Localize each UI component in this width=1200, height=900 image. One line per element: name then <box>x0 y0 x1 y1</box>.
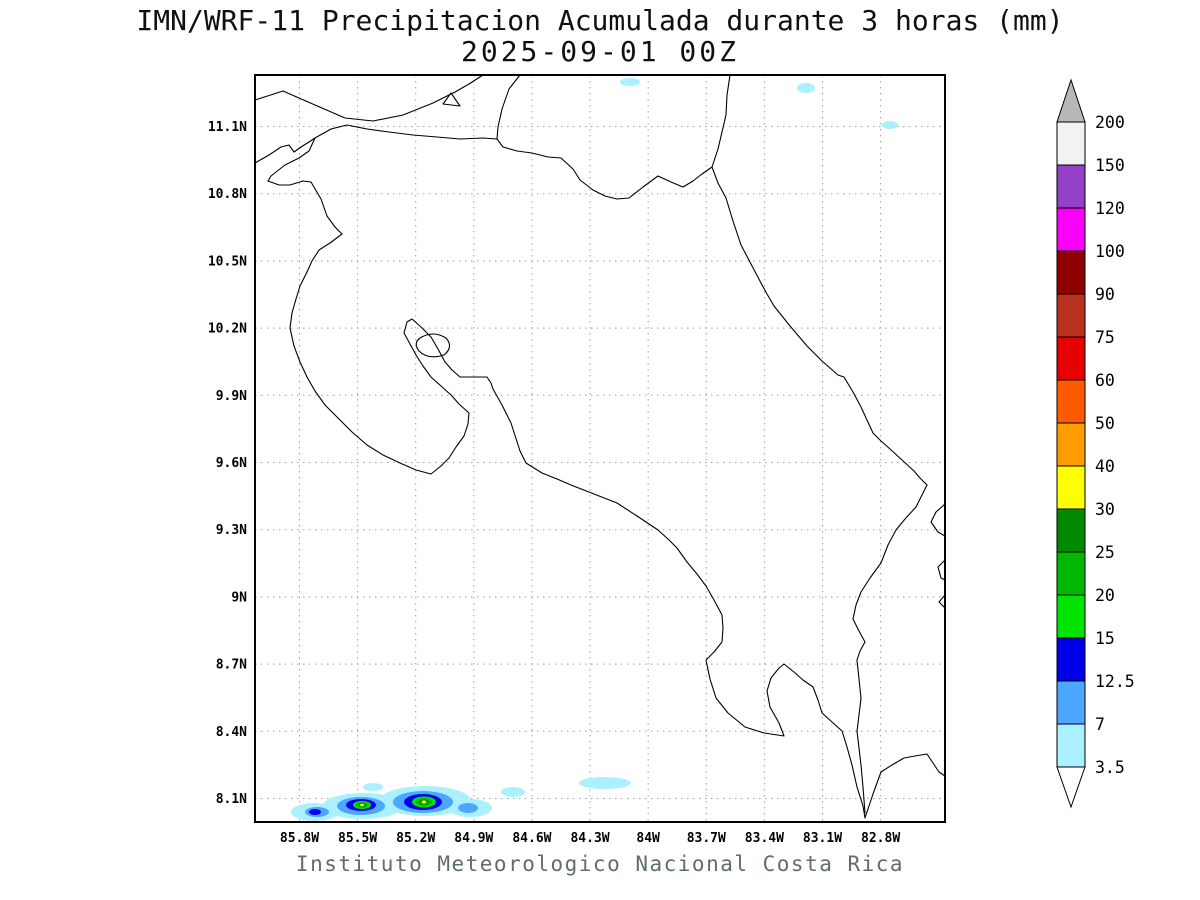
colorbar-level-label: 12.5 <box>1095 672 1135 691</box>
longitude-tick-label: 83.1W <box>803 831 842 846</box>
latitude-tick-label: 9.3N <box>216 523 247 538</box>
latitude-tick-label: 8.1N <box>216 792 247 807</box>
border-panama <box>852 484 928 814</box>
latitude-tick-label: 10.8N <box>208 187 247 202</box>
latitude-tick-label: 10.5N <box>208 254 247 269</box>
longitude-tick-label: 83.7W <box>687 831 726 846</box>
institution-caption: Instituto Meteorologico Nacional Costa R… <box>295 852 905 876</box>
colorbar-level-label: 15 <box>1095 629 1115 648</box>
coastline-bocas-del-toro <box>930 503 946 609</box>
latitude-tick-label: 10.2N <box>208 322 247 337</box>
colorbar-segment <box>1056 680 1086 725</box>
precip-area-7-12.5mm <box>458 803 478 813</box>
precip-area-12.5-15mm <box>309 809 321 815</box>
colorbar-segment <box>1056 164 1086 209</box>
lake-nicaragua-shore <box>254 74 521 140</box>
island-chira <box>415 333 451 358</box>
longitude-tick-label: 85.8W <box>280 831 319 846</box>
colorbar-level-label: 100 <box>1095 242 1125 261</box>
precip-area-30-40mm <box>421 800 427 804</box>
colorbar-level-label: 30 <box>1095 500 1115 519</box>
colorbar-level-label: 7 <box>1095 715 1105 734</box>
colorbar-segment <box>1056 551 1086 596</box>
colorbar-arrow-above-max <box>1056 78 1086 123</box>
colorbar-segment <box>1056 379 1086 424</box>
latitude-tick-label: 8.7N <box>216 658 247 673</box>
colorbar-segment <box>1056 336 1086 381</box>
colorbar-level-label: 75 <box>1095 328 1115 347</box>
border-nicaragua-rio-san-juan <box>314 124 713 200</box>
colorbar-segment <box>1056 293 1086 338</box>
colorbar-segment <box>1056 121 1086 166</box>
colorbar-level-label: 50 <box>1095 414 1115 433</box>
coastline-nicaragua-pacific <box>254 137 316 164</box>
precip-area-3.5-7mm <box>882 121 898 129</box>
colorbar-segment <box>1056 637 1086 682</box>
precip-area-30-40mm <box>360 803 364 807</box>
longitude-tick-label: 84.9W <box>454 831 493 846</box>
colorbar-segment <box>1056 508 1086 553</box>
latitude-tick-label: 9.9N <box>216 389 247 404</box>
title-datetime: 2025-09-01 00Z <box>460 35 739 68</box>
precip-area-3.5-7mm <box>620 78 640 86</box>
coastline-pacific-costa-rica <box>267 137 946 819</box>
colorbar-segment <box>1056 250 1086 295</box>
colorbar-arrow-below-min <box>1056 766 1086 809</box>
latitude-tick-label: 11.1N <box>208 120 247 135</box>
figure-title-block: IMN/WRF-11 Precipitacion Acumulada duran… <box>0 6 1200 67</box>
longitude-tick-label: 84.3W <box>570 831 609 846</box>
latitude-tick-label: 9N <box>231 590 247 605</box>
precip-area-3.5-7mm <box>797 83 815 93</box>
colorbar-level-label: 90 <box>1095 285 1115 304</box>
longitude-tick-label: 85.2W <box>396 831 435 846</box>
longitude-tick-label: 83.4W <box>745 831 784 846</box>
latitude-tick-label: 9.6N <box>216 456 247 471</box>
map-background <box>255 75 945 822</box>
colorbar-segment <box>1056 207 1086 252</box>
colorbar-level-label: 3.5 <box>1095 758 1125 777</box>
colorbar-segment <box>1056 723 1086 768</box>
colorbar-level-label: 60 <box>1095 371 1115 390</box>
precip-area-3.5-7mm <box>501 787 525 797</box>
longitude-tick-label: 82.8W <box>861 831 900 846</box>
longitude-tick-label: 84.6W <box>512 831 551 846</box>
map-frame <box>254 74 946 823</box>
colorbar-segment <box>1056 465 1086 510</box>
precip-area-3.5-7mm <box>363 783 383 791</box>
colorbar-segment <box>1056 594 1086 639</box>
colorbar-level-label: 150 <box>1095 156 1125 175</box>
map-plot-area <box>254 74 946 823</box>
lake-island <box>442 92 461 107</box>
colorbar-level-label: 20 <box>1095 586 1115 605</box>
colorbar: 200 150 120 100 90 75 60 50 40 30 25 20 15 12.5 7 3.5 <box>1056 78 1135 809</box>
coastline-caribbean <box>711 74 928 486</box>
colorbar-level-label: 25 <box>1095 543 1115 562</box>
colorbar-segment <box>1056 422 1086 467</box>
longitude-tick-label: 84W <box>636 831 660 846</box>
colorbar-level-label: 40 <box>1095 457 1115 476</box>
colorbar-level-label: 200 <box>1095 113 1125 132</box>
title-main: IMN/WRF-11 Precipitacion Acumulada duran… <box>136 4 1064 37</box>
precip-area-3.5-7mm <box>579 777 631 789</box>
colorbar-level-label: 120 <box>1095 199 1125 218</box>
latitude-tick-label: 8.4N <box>216 725 247 740</box>
longitude-tick-label: 85.5W <box>338 831 377 846</box>
map-canvas: 11.1N 10.8N 10.5N 10.2N 9.9N 9.6N 9.3N 9N 8.7N 8.… <box>208 74 946 846</box>
